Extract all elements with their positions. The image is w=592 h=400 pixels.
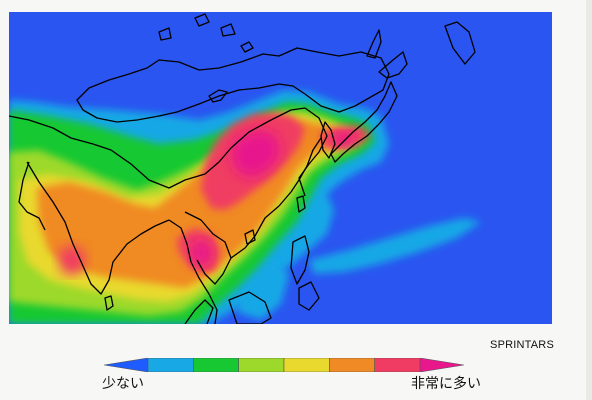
map-canvas: [9, 12, 552, 324]
legend-cell: [374, 358, 421, 372]
scale-high-label: 非常に多い: [411, 376, 481, 392]
model-credit: SPRINTARS: [490, 339, 554, 351]
legend-cell: [147, 358, 194, 372]
legend-cells: [104, 358, 464, 372]
legend-cell: [329, 358, 375, 372]
legend-cell: [283, 358, 330, 372]
coastlines: [9, 13, 476, 324]
panel-edge: [586, 0, 592, 400]
legend-cell: [419, 358, 464, 372]
legend-cell: [193, 358, 239, 372]
legend-cell: [238, 358, 285, 372]
aerosol-concentration-map: [9, 12, 552, 324]
color-scale-legend: [104, 358, 464, 372]
scale-low-label: 少ない: [102, 376, 144, 392]
legend-cell: [104, 358, 149, 372]
